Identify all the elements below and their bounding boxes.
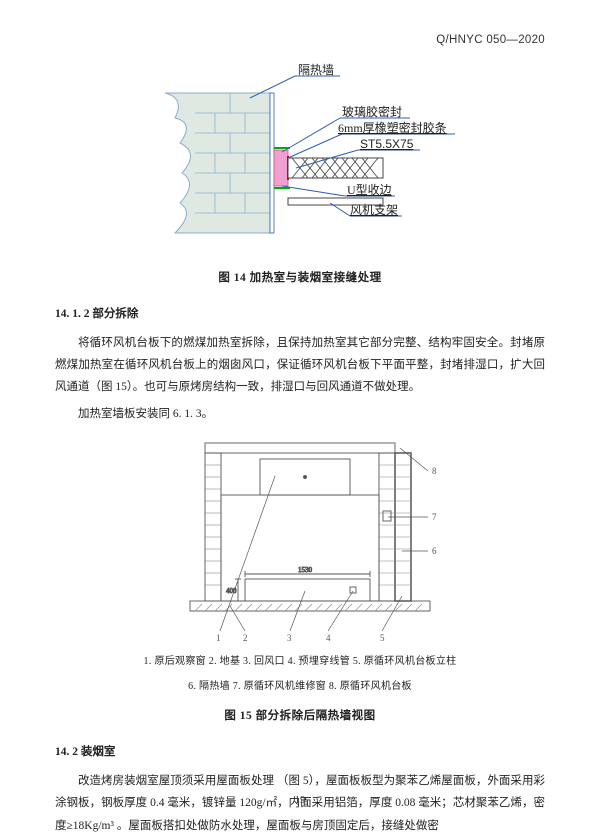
- label-seal1: 玻璃胶密封: [342, 104, 402, 119]
- svg-text:3: 3: [287, 633, 292, 643]
- fig15-legend-1: 1. 原后观察窗 2. 地基 3. 回风口 4. 预埋穿线管 5. 原循环风机台…: [55, 652, 545, 671]
- svg-text:6: 6: [432, 546, 437, 556]
- svg-text:7: 7: [432, 512, 437, 522]
- fig15-caption: 图 15 部分拆除后隔热墙视图: [55, 706, 545, 728]
- para-1b: 加热室墙板安装同 6. 1. 3。: [55, 403, 545, 425]
- label-bracket: 风机支架: [350, 203, 398, 217]
- fig14-caption: 图 14 加热室与装烟室接缝处理: [55, 268, 545, 290]
- label-uedge: U型收边: [347, 183, 392, 197]
- label-wall: 隔热墙: [298, 63, 334, 77]
- fig14-svg: 隔热墙 玻璃胶密封 6mm厚橡塑密封胶条 ST5.5X75 U型收边 风机支架: [140, 58, 460, 258]
- header-code: Q/HNYC 050—2020: [55, 30, 545, 52]
- svg-text:5: 5: [380, 633, 385, 643]
- svg-text:4: 4: [326, 633, 331, 643]
- page-number: 19: [0, 791, 600, 811]
- svg-text:8: 8: [432, 466, 437, 476]
- fig15-legend-2: 6. 隔热墙 7. 原循环风机维修窗 8. 原循环风机台板: [55, 677, 545, 696]
- label-screw: ST5.5X75: [360, 137, 414, 151]
- figure-14: 隔热墙 玻璃胶密封 6mm厚橡塑密封胶条 ST5.5X75 U型收边 风机支架: [55, 58, 545, 258]
- svg-text:2: 2: [243, 633, 248, 643]
- para-1: 将循环风机台板下的燃煤加热室拆除，且保持加热室其它部分完整、结构牢固安全。封堵原…: [55, 332, 545, 399]
- section-14-2: 14. 2 装烟室: [55, 742, 545, 764]
- label-seal2: 6mm厚橡塑密封胶条: [338, 120, 447, 135]
- svg-text:1: 1: [216, 633, 221, 643]
- section-14-1-2: 14. 1. 2 部分拆除: [55, 304, 545, 326]
- figure-15: 1530 400 1 2 3 4 5 6 7 8 1. 原后观察窗 2. 地基 …: [55, 431, 545, 696]
- fig15-svg: 1530 400 1 2 3 4 5 6 7 8: [150, 431, 450, 646]
- dim-w: 1530: [298, 566, 313, 574]
